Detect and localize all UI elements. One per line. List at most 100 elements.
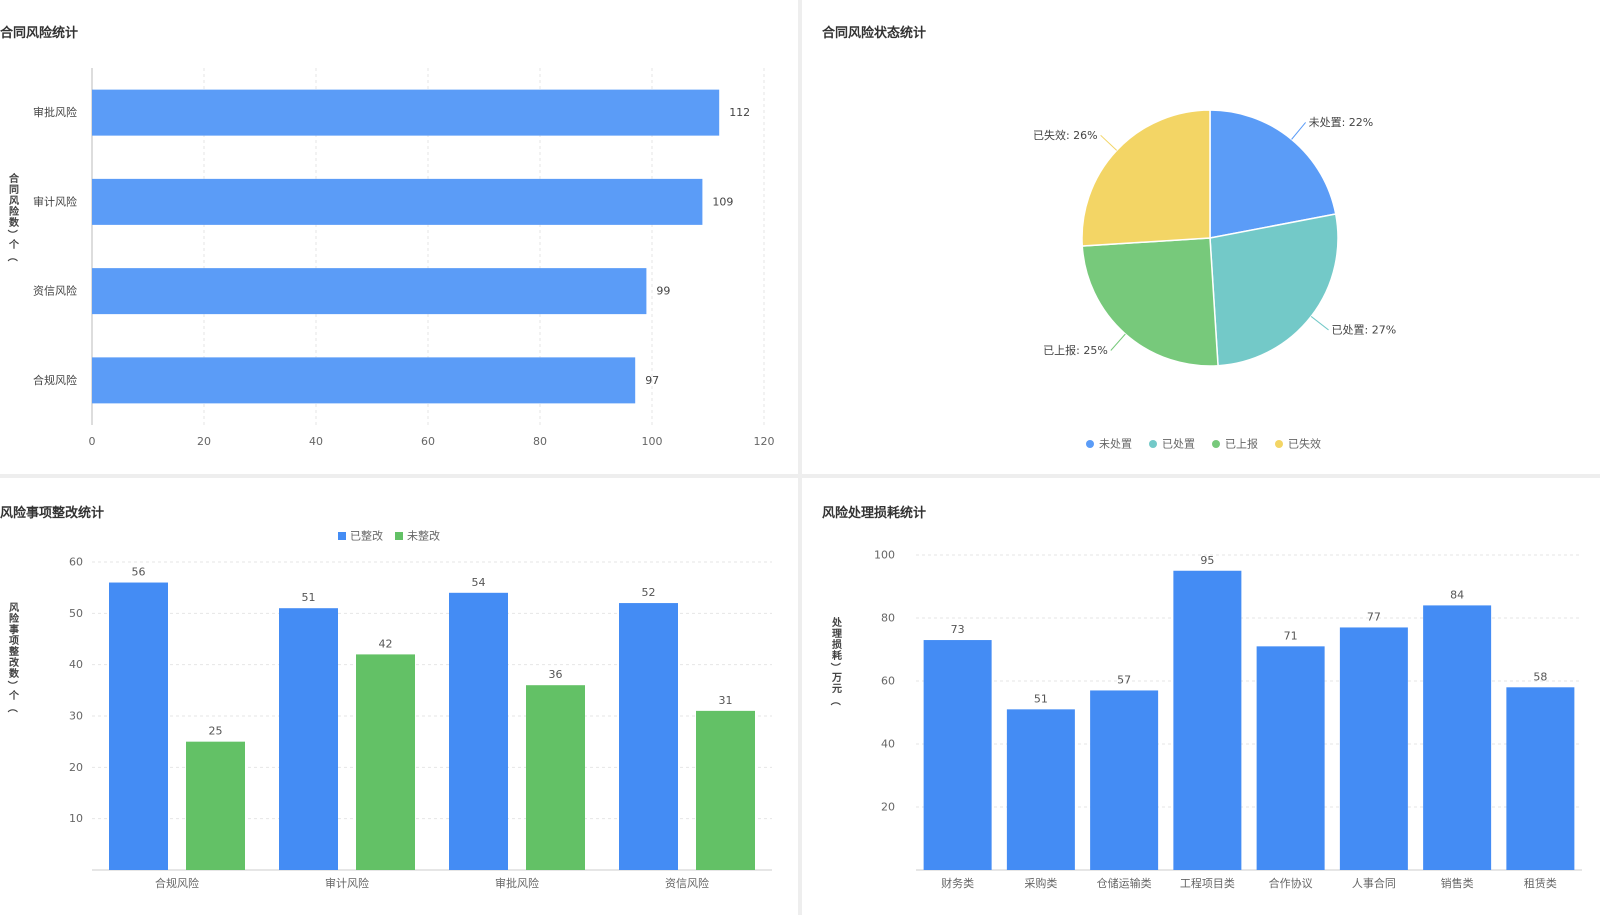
- axis-title-char: 改: [9, 656, 20, 669]
- slice-label: 未处置: 22%: [1309, 116, 1374, 129]
- bar: [92, 178, 703, 225]
- y-tick-label: 审计风险: [33, 194, 77, 208]
- pie-slice: [1081, 237, 1219, 367]
- risk-status-chart: 未处置: 22% 已处置: 27% 已上报: 25% 已失效: 26% 未处置 已处置 已上…: [1033, 109, 1397, 451]
- bar: [92, 89, 720, 136]
- axis-title-char: 事: [9, 623, 19, 636]
- loss-chart: 20 40 60 80 100 73 财务类 51 采购类 57 仓储运输类 95 工程项目类 71 合作协…: [830, 549, 1582, 890]
- data-label: 71: [1284, 629, 1298, 642]
- y-tick-label: 合规风险: [33, 373, 77, 387]
- slice-label: 已处置: 27%: [1332, 323, 1397, 336]
- axis-title-char: 风: [9, 602, 19, 614]
- axis-title-char: 整: [8, 645, 19, 658]
- bar: [1423, 605, 1492, 870]
- x-tick-label: 人事合同: [1352, 876, 1396, 890]
- axis-title-char: ）: [7, 703, 20, 713]
- bar: [356, 654, 415, 870]
- bar: [526, 685, 585, 870]
- axis-title-char: 同: [9, 184, 19, 196]
- legend-marker: [338, 532, 346, 540]
- y-tick-label: 审批风险: [33, 105, 77, 119]
- pie-slice: [1209, 213, 1339, 367]
- axis-title-char: 数: [9, 216, 20, 229]
- x-tick-label: 100: [642, 435, 663, 448]
- bar: [923, 640, 992, 870]
- loss-title: 风险处理损耗统计: [822, 506, 927, 521]
- rectification-chart: 10 20 30 40 50 60 56 25 合规风险 51 42 审计风险 54 36 审批风险 52 31…: [7, 529, 772, 890]
- axis-title-char: 理: [832, 628, 842, 640]
- data-label: 109: [712, 195, 733, 208]
- risk-status-title: 合同风险状态统计: [822, 26, 927, 41]
- x-tick-label: 80: [533, 435, 547, 448]
- legend-marker: [395, 532, 403, 540]
- legend-label: 已整改: [350, 529, 383, 543]
- axis-title-char: 耗: [832, 649, 842, 662]
- leader-line: [1310, 316, 1329, 331]
- axis-title-char: 数: [9, 667, 20, 680]
- bar: [109, 582, 168, 870]
- data-label: 95: [1200, 554, 1214, 567]
- axis-title-char: 处: [831, 616, 843, 629]
- axis-title-char: 风: [9, 195, 19, 207]
- pie-slice: [1081, 109, 1211, 247]
- axis-title-char: 万: [831, 672, 842, 684]
- contract-risk-chart: 0 20 40 60 80 100 120 审批风险 112 审计风险 109 资信风险 99 合规风险 9…: [7, 68, 775, 448]
- legend-label: 未整改: [407, 529, 440, 543]
- y-tick-label: 20: [69, 761, 83, 774]
- risk-status-panel: 合同风险状态统计 未处置: 22% 已处置: 27% 已上报: 25% 已失效: 26…: [802, 0, 1600, 474]
- axis-title-char: ）: [830, 696, 843, 706]
- axis-title-char: 项: [9, 635, 19, 647]
- y-tick-label: 80: [881, 612, 895, 625]
- y-tick-label: 40: [881, 738, 895, 751]
- axis-title-char: 个: [8, 689, 20, 702]
- bar: [92, 357, 636, 404]
- data-label: 99: [656, 285, 670, 298]
- y-tick-label: 30: [69, 710, 83, 723]
- bar: [1339, 627, 1408, 870]
- data-label: 42: [379, 637, 393, 650]
- y-tick-label: 10: [69, 812, 83, 825]
- axis-title-char: 损: [832, 638, 842, 651]
- legend-label: 已上报: [1225, 437, 1258, 451]
- axis-title-char: （: [830, 663, 843, 673]
- slice-label: 已上报: 25%: [1043, 343, 1108, 357]
- axis-title-char: 险: [9, 205, 20, 218]
- y-tick-label: 60: [69, 556, 83, 569]
- data-label: 57: [1117, 673, 1131, 686]
- loss-panel: 风险处理损耗统计 20 40 60 80 100 73 财务类 51 采购类 57 仓储运输类 95 工…: [802, 478, 1600, 915]
- bar: [1090, 690, 1159, 870]
- data-label: 73: [951, 623, 965, 636]
- bar: [1506, 687, 1575, 870]
- y-axis-title: 处理损耗（万元）: [830, 616, 844, 706]
- x-tick-label: 120: [754, 435, 775, 448]
- data-label: 54: [472, 576, 486, 589]
- data-label: 51: [1034, 692, 1048, 705]
- bar: [1173, 570, 1242, 870]
- rectification-panel: 风险事项整改统计 10 20 30 40 50 60 56 25 合规风险 51 42 审计风险 54 3…: [0, 478, 798, 915]
- x-tick-label: 40: [309, 435, 323, 448]
- bar: [619, 603, 678, 870]
- x-tick-label: 租赁类: [1524, 876, 1557, 890]
- x-tick-label: 合规风险: [155, 876, 199, 890]
- x-tick-label: 审批风险: [495, 876, 539, 890]
- x-tick-label: 工程项目类: [1180, 876, 1235, 890]
- data-label: 25: [209, 725, 223, 738]
- data-label: 84: [1450, 588, 1464, 601]
- legend-marker: [1086, 440, 1094, 448]
- x-tick-label: 销售类: [1441, 876, 1474, 890]
- y-tick-label: 20: [881, 801, 895, 814]
- bar: [279, 608, 338, 870]
- contract-risk-title: 合同风险统计: [0, 26, 79, 41]
- axis-title-char: 险: [9, 612, 20, 625]
- data-label: 58: [1533, 670, 1547, 683]
- data-label: 56: [132, 566, 146, 579]
- bar: [1256, 646, 1325, 870]
- legend-marker: [1149, 440, 1157, 448]
- legend-marker: [1212, 440, 1220, 448]
- contract-risk-panel: 合同风险统计 0 20 40 60 80 100 120 审批风险 112 审计风险 109 资信风险…: [0, 0, 798, 474]
- x-tick-label: 财务类: [941, 876, 974, 890]
- y-tick-label: 100: [874, 549, 895, 562]
- legend-label: 未处置: [1099, 438, 1132, 451]
- pie-slice: [1209, 109, 1337, 239]
